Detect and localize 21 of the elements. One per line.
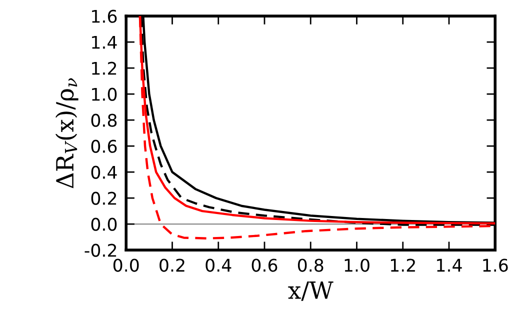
x-axis-title: x/W: [288, 281, 334, 301]
y-tick-label: 0.0: [91, 218, 117, 231]
y-tick-label: 1.0: [92, 88, 117, 101]
x-tick-label: 0.2: [160, 258, 184, 272]
y-tick-label: 1.4: [92, 36, 117, 49]
y-tick-label: 0.8: [91, 114, 117, 127]
y-tick-label: 0.4: [91, 166, 117, 179]
y-tick-label: 1.2: [92, 62, 116, 75]
x-tick-label: 1.4: [437, 258, 462, 272]
y-tick-label: -0.2: [84, 244, 116, 257]
y-tick-label: 0.2: [91, 192, 116, 205]
x-tick-label: 0.0: [113, 258, 139, 272]
x-tick-label: 0.8: [298, 258, 324, 272]
y-tick-label: 0.6: [91, 140, 117, 153]
x-tick-label: 1.6: [483, 258, 508, 272]
x-tick-label: 0.6: [252, 258, 278, 272]
x-tick-label: 1.2: [390, 258, 415, 272]
y-axis-title: ΔR$_{V}$(x)/ρ$_{ν}$: [55, 78, 78, 188]
x-tick-label: 0.4: [206, 258, 232, 272]
x-tick-label: 1.0: [344, 258, 370, 272]
y-tick-label: 1.6: [92, 10, 117, 23]
